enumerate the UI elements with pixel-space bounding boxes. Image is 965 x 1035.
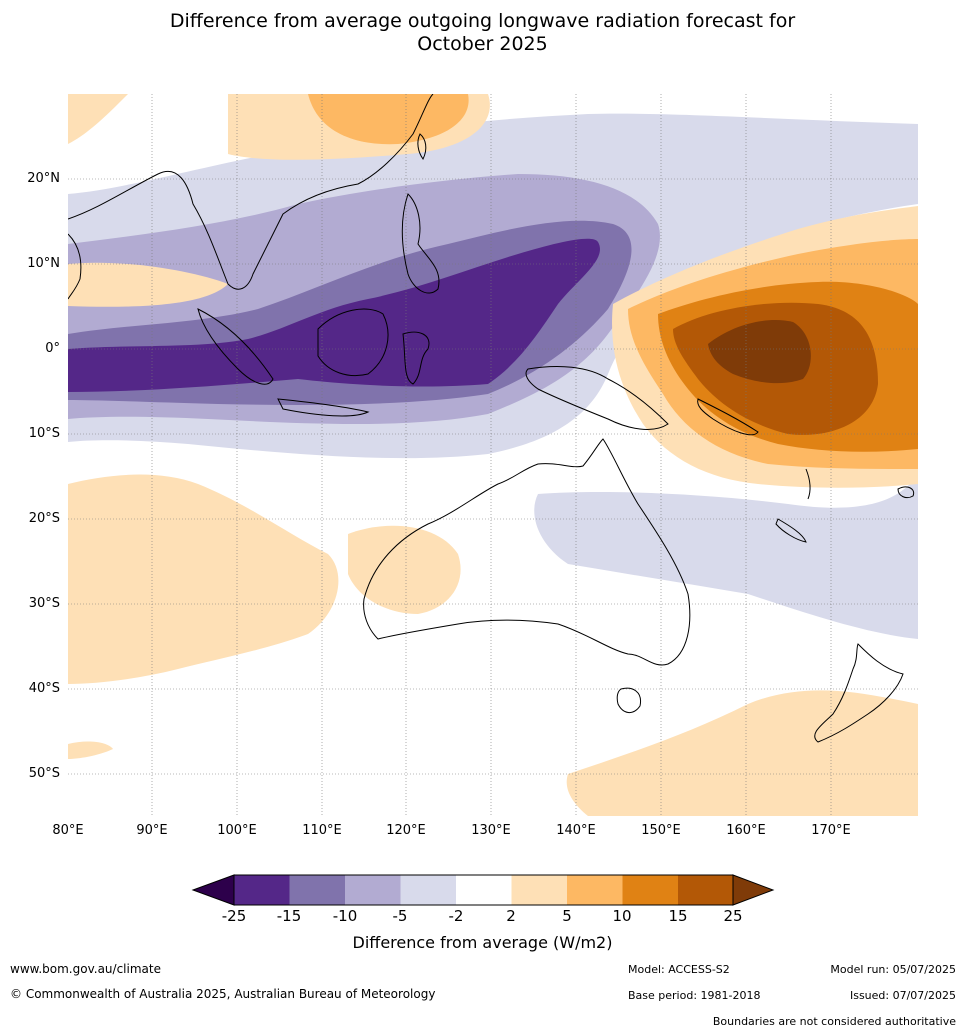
lat-label-50s: 50°S	[28, 766, 60, 781]
colorbar-swatch-5	[456, 875, 512, 905]
anomaly-region-orange-north	[308, 94, 469, 145]
sumatra-coastline	[197, 308, 274, 385]
anomaly-region-darkest-brown-pacific	[708, 320, 811, 384]
lat-label-20s: 20°S	[28, 511, 60, 526]
lat-label-40s: 40°S	[28, 681, 60, 696]
lon-label-160e: 160°E	[726, 823, 766, 838]
colorbar-tick-label: -25	[221, 907, 247, 925]
lat-label-20n: 20°N	[27, 171, 60, 186]
colorbar-outline	[233, 874, 734, 906]
colorbar-tick-label: 2	[506, 907, 516, 925]
taiwan-coastline	[417, 133, 427, 160]
colorbar-swatch-6	[511, 875, 567, 905]
map-gridlines	[68, 94, 918, 816]
anomaly-region-light-orange-wa	[348, 525, 461, 614]
issued-text: Issued: 07/07/2025	[849, 989, 956, 1002]
lon-label-140e: 140°E	[556, 823, 596, 838]
lon-label-90e: 90°E	[136, 823, 168, 838]
anomaly-region-light-orange-south	[566, 690, 918, 816]
coastlines	[68, 94, 915, 743]
new-zealand-coastline	[814, 643, 904, 743]
sulawesi-coastline	[402, 331, 430, 385]
lat-label-0: 0°	[45, 341, 60, 356]
java-coastline	[277, 398, 370, 417]
asia-mainland-coastline	[68, 94, 434, 290]
colorbar-tick-label: -10	[332, 907, 358, 925]
colorbar-swatch-4	[400, 875, 456, 905]
colorbar-tick-label: -2	[448, 907, 464, 925]
lon-label-80e: 80°E	[52, 823, 84, 838]
colorbar-tick-label: -5	[392, 907, 408, 925]
colorbar-swatch-7	[567, 875, 623, 905]
colorbar-swatch-1	[234, 875, 290, 905]
lon-label-130e: 130°E	[471, 823, 511, 838]
model-run-text: Model run: 05/07/2025	[830, 963, 956, 976]
lat-label-30s: 30°S	[28, 596, 60, 611]
anomaly-map	[68, 94, 918, 816]
colorbar-swatch-above	[732, 874, 775, 906]
copyright-text: © Commonwealth of Australia 2025, Austra…	[10, 987, 436, 1001]
disclaimer-text: Boundaries are not considered authoritat…	[712, 1015, 956, 1028]
colorbar-swatch-3	[345, 875, 401, 905]
colorbar-tick-label: 15	[668, 907, 688, 925]
colorbar-swatch-9	[678, 875, 733, 905]
anomaly-region-light-purple-east	[534, 474, 918, 639]
anomaly-region-light-orange-sw-small	[68, 741, 113, 759]
model-text: Model: ACCESS-S2	[628, 963, 730, 976]
lon-label-120e: 120°E	[386, 823, 426, 838]
map-panel	[68, 94, 918, 816]
anomaly-region-orange-andaman	[68, 262, 228, 307]
philippines-coastline	[401, 193, 440, 294]
colorbar-swatch-2	[289, 875, 345, 905]
lat-label-10s: 10°S	[28, 426, 60, 441]
title-line-1: Difference from average outgoing longwav…	[169, 10, 796, 32]
vanuatu-coastline	[805, 468, 811, 500]
colorbar-tick-label: -15	[276, 907, 302, 925]
lon-label-110e: 110°E	[302, 823, 342, 838]
lon-label-150e: 150°E	[641, 823, 681, 838]
base-period-text: Base period: 1981-2018	[628, 989, 761, 1002]
anomaly-region-light-orange-nw	[68, 94, 128, 144]
lon-label-170e: 170°E	[811, 823, 851, 838]
title-line-2: October 2025	[417, 33, 548, 55]
colorbar-swatch-below	[191, 874, 235, 906]
new-caledonia-coastline	[775, 518, 807, 543]
borneo-coastline	[317, 308, 389, 377]
lat-label-10n: 10°N	[27, 256, 60, 271]
fiji-coastline	[897, 486, 915, 499]
lon-label-100e: 100°E	[217, 823, 257, 838]
colorbar-swatch-8	[622, 875, 678, 905]
colorbar	[191, 874, 775, 906]
australia-coastline	[363, 438, 691, 666]
anomaly-region-light-orange-south-indian	[68, 474, 339, 684]
colorbar-title: Difference from average (W/m2)	[352, 933, 613, 952]
colorbar-tick-label: 5	[562, 907, 572, 925]
india-coastline	[68, 233, 82, 300]
new-guinea-coastline	[525, 365, 669, 430]
map-title: Difference from average outgoing longwav…	[0, 10, 965, 56]
website-link[interactable]: www.bom.gov.au/climate	[10, 962, 161, 976]
colorbar-tick-label: 10	[612, 907, 632, 925]
colorbar-tick-label: 25	[723, 907, 743, 925]
anomaly-region-deep-purple	[68, 238, 600, 392]
solomon-islands-coastline	[697, 398, 759, 436]
tasmania-coastline	[616, 687, 642, 713]
